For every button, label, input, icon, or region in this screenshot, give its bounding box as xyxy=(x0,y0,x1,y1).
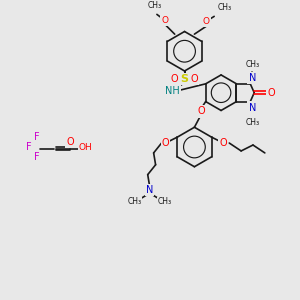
Text: F: F xyxy=(26,142,32,152)
Text: O: O xyxy=(162,138,169,148)
Text: NH: NH xyxy=(165,86,180,96)
Text: O: O xyxy=(66,137,74,147)
Text: O: O xyxy=(203,17,210,26)
Text: CH₃: CH₃ xyxy=(148,2,162,10)
Text: CH₃: CH₃ xyxy=(158,197,172,206)
Text: N: N xyxy=(146,185,153,195)
Text: CH₃: CH₃ xyxy=(217,3,231,12)
Text: CH₃: CH₃ xyxy=(245,60,259,69)
Text: CH₃: CH₃ xyxy=(128,197,142,206)
Text: OH: OH xyxy=(79,143,93,152)
Text: O: O xyxy=(190,74,198,84)
Text: O: O xyxy=(267,88,275,98)
Text: F: F xyxy=(34,132,39,142)
Text: N: N xyxy=(249,73,256,83)
Text: O: O xyxy=(198,106,206,116)
Text: S: S xyxy=(181,74,189,84)
Text: O: O xyxy=(161,16,168,25)
Text: O: O xyxy=(220,138,227,148)
Text: F: F xyxy=(34,152,39,162)
Text: CH₃: CH₃ xyxy=(245,118,259,127)
Text: O: O xyxy=(171,74,178,84)
Text: N: N xyxy=(249,103,256,112)
